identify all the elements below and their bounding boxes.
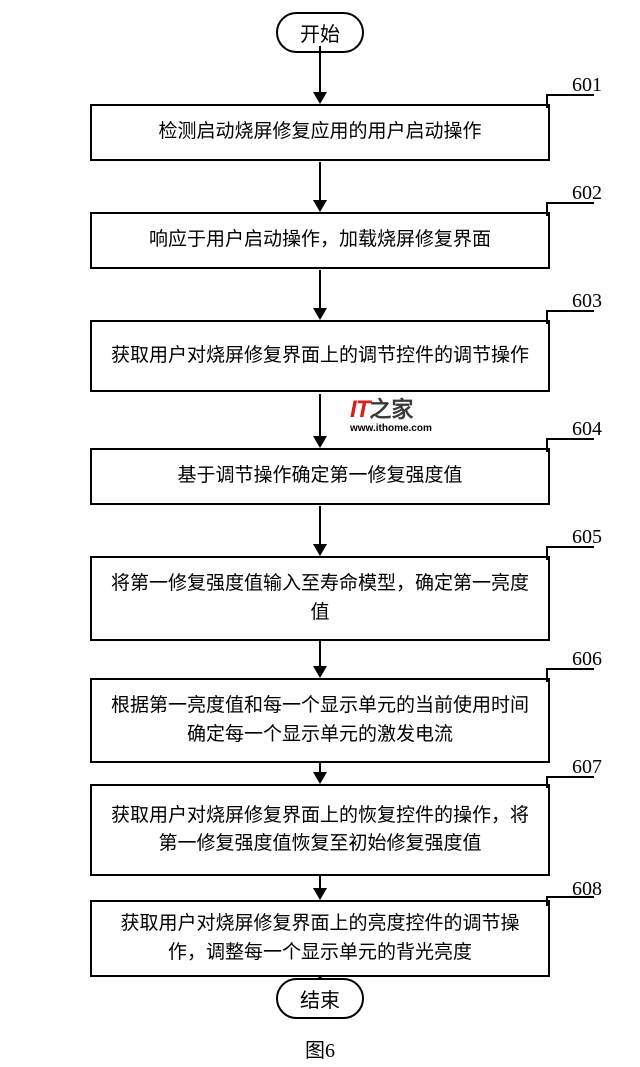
connector bbox=[319, 270, 321, 310]
connector bbox=[319, 162, 321, 202]
process-text: 获取用户对烧屏修复界面上的亮度控件的调节操作，调整每一个显示单元的背光亮度 bbox=[102, 910, 538, 967]
arrow-down-icon bbox=[313, 200, 327, 212]
process-604: 基于调节操作确定第一修复强度值 bbox=[90, 448, 550, 505]
connector bbox=[319, 394, 321, 438]
watermark-url: www.ithome.com bbox=[350, 424, 432, 434]
leader-line bbox=[546, 310, 548, 324]
watermark-home: 之家 bbox=[369, 397, 413, 422]
leader-line bbox=[546, 310, 594, 312]
leader-line bbox=[546, 438, 548, 452]
process-text: 将第一修复强度值输入至寿命模型，确定第一亮度值 bbox=[102, 570, 538, 627]
arrow-down-icon bbox=[313, 544, 327, 556]
connector bbox=[319, 46, 321, 94]
process-608: 获取用户对烧屏修复界面上的亮度控件的调节操作，调整每一个显示单元的背光亮度 bbox=[90, 900, 550, 977]
process-text: 根据第一亮度值和每一个显示单元的当前使用时间确定每一个显示单元的激发电流 bbox=[102, 692, 538, 749]
terminal-end: 结束 bbox=[276, 978, 364, 1019]
leader-line bbox=[546, 896, 594, 898]
process-text: 获取用户对烧屏修复界面上的恢复控件的操作，将第一修复强度值恢复至初始修复强度值 bbox=[102, 802, 538, 859]
arrow-down-icon bbox=[313, 436, 327, 448]
arrow-down-icon bbox=[313, 92, 327, 104]
arrow-down-icon bbox=[313, 666, 327, 678]
figure-caption: 图6 bbox=[305, 1034, 335, 1063]
leader-line bbox=[546, 202, 548, 216]
leader-line bbox=[546, 546, 594, 548]
leader-line bbox=[546, 94, 548, 108]
process-text: 获取用户对烧屏修复界面上的调节控件的调节操作 bbox=[111, 342, 529, 371]
connector bbox=[319, 506, 321, 546]
leader-line bbox=[546, 776, 548, 788]
leader-line bbox=[546, 202, 594, 204]
process-603: 获取用户对烧屏修复界面上的调节控件的调节操作 bbox=[90, 320, 550, 392]
process-606: 根据第一亮度值和每一个显示单元的当前使用时间确定每一个显示单元的激发电流 bbox=[90, 678, 550, 763]
terminal-end-text: 结束 bbox=[300, 990, 340, 1012]
process-602: 响应于用户启动操作，加载烧屏修复界面 bbox=[90, 212, 550, 269]
terminal-start-text: 开始 bbox=[300, 24, 340, 46]
leader-line bbox=[546, 776, 594, 778]
leader-line bbox=[546, 668, 548, 682]
process-text: 检测启动烧屏修复应用的用户启动操作 bbox=[158, 118, 481, 147]
leader-line bbox=[546, 94, 594, 96]
watermark: IT之家 www.ithome.com bbox=[350, 398, 432, 434]
flowchart-canvas: 开始 检测启动烧屏修复应用的用户启动操作 响应于用户启动操作，加载烧屏修复界面 … bbox=[0, 0, 640, 1067]
process-text: 基于调节操作确定第一修复强度值 bbox=[177, 462, 462, 491]
leader-line bbox=[546, 668, 594, 670]
leader-line bbox=[546, 438, 594, 440]
process-601: 检测启动烧屏修复应用的用户启动操作 bbox=[90, 104, 550, 161]
leader-line bbox=[546, 546, 548, 560]
arrow-down-icon bbox=[313, 888, 327, 900]
watermark-it: IT bbox=[350, 396, 369, 423]
leader-line bbox=[546, 896, 548, 906]
arrow-down-icon bbox=[313, 308, 327, 320]
process-text: 响应于用户启动操作，加载烧屏修复界面 bbox=[149, 226, 491, 255]
process-607: 获取用户对烧屏修复界面上的恢复控件的操作，将第一修复强度值恢复至初始修复强度值 bbox=[90, 784, 550, 876]
arrow-down-icon bbox=[313, 772, 327, 784]
process-605: 将第一修复强度值输入至寿命模型，确定第一亮度值 bbox=[90, 556, 550, 641]
